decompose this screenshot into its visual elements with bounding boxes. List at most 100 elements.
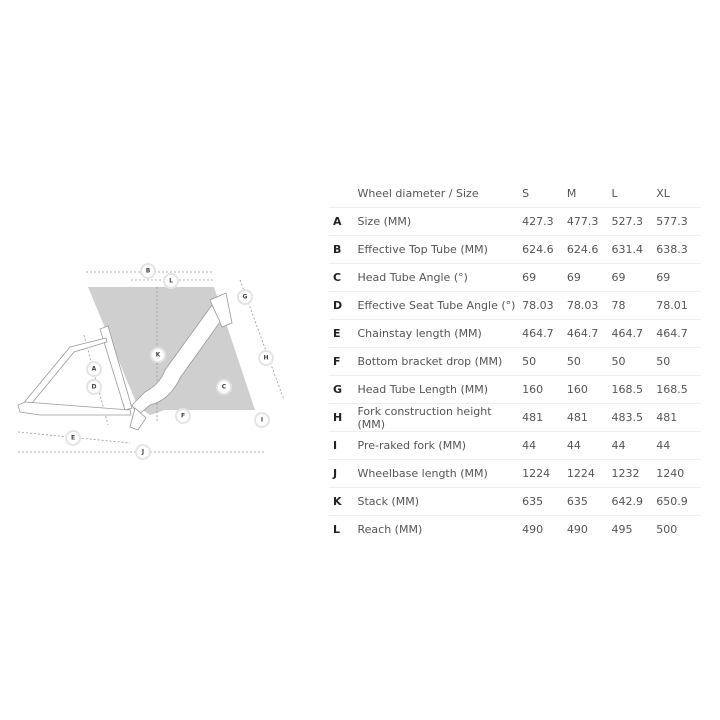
row-label: Head Tube Angle (°) [357, 263, 523, 292]
value-xl: 650.9 [656, 487, 701, 516]
value-s: 1224 [522, 459, 567, 488]
label-K: K [150, 347, 166, 363]
value-m: 477.3 [566, 207, 612, 236]
value-l: 69 [611, 263, 657, 292]
value-s: 427.3 [522, 207, 567, 236]
header-size-m: M [566, 180, 612, 208]
label-A: A [86, 361, 102, 377]
value-l: 495 [611, 523, 633, 536]
value-xl: 577.3 [656, 207, 701, 236]
label-G: G [237, 289, 253, 305]
row-label: Chainstay length (MM) [357, 319, 523, 348]
svg-text:D: D [92, 384, 97, 391]
bike-frame [17, 292, 233, 431]
value-m: 50 [566, 347, 612, 376]
svg-text:G: G [243, 294, 248, 301]
value-xl: 464.7 [656, 319, 701, 348]
header-size-xl: XL [656, 180, 701, 208]
value-s: 160 [522, 375, 567, 404]
value-xl: 638.3 [656, 235, 701, 264]
value-xl: 69 [656, 263, 701, 292]
row-label: Wheelbase length (MM) [357, 459, 523, 488]
value-xl: 44 [656, 431, 701, 460]
row-label: Pre-raked fork (MM) [357, 431, 523, 460]
table-row: L Reach (MM) 490 490 495 500 [329, 516, 701, 544]
value-s: 44 [522, 431, 567, 460]
svg-text:I: I [261, 417, 263, 424]
value-l: 50 [611, 347, 657, 376]
row-letter: L [333, 523, 341, 536]
value-xl: 500 [656, 523, 678, 536]
value-xl: 1240 [656, 459, 701, 488]
value-xl: 50 [656, 347, 701, 376]
value-l: 527.3 [611, 207, 657, 236]
value-l: 1232 [611, 459, 657, 488]
value-s: 464.7 [522, 319, 567, 348]
row-letter: E [329, 319, 358, 348]
svg-text:L: L [169, 278, 173, 285]
table-row: I Pre-raked fork (MM) 44 44 44 44 [329, 431, 701, 460]
value-s: 490 [522, 523, 544, 536]
table-header-row: Wheel diameter / Size S M L XL [329, 180, 701, 208]
label-H: H [258, 350, 274, 366]
label-C: C [216, 379, 232, 395]
frame-geometry-diagram: B L G K H A D C F I E J [17, 263, 285, 460]
row-letter: K [329, 487, 358, 516]
row-letter: A [329, 207, 358, 236]
table-row: K Stack (MM) 635 635 642.9 650.9 [329, 487, 701, 516]
svg-text:C: C [222, 384, 227, 391]
row-label: Stack (MM) [357, 487, 523, 516]
table-row: A Size (MM) 427.3 477.3 527.3 577.3 [329, 207, 701, 236]
value-xl: 78.01 [656, 291, 701, 320]
value-l: 44 [611, 431, 657, 460]
table-row: F Bottom bracket drop (MM) 50 50 50 50 [329, 347, 701, 376]
row-label: Size (MM) [357, 207, 523, 236]
value-m: 481 [566, 403, 612, 432]
row-letter: J [329, 459, 358, 488]
value-m: 490 [566, 523, 588, 536]
header-label: Wheel diameter / Size [357, 180, 523, 208]
value-m: 78.03 [566, 291, 612, 320]
value-m: 635 [566, 487, 612, 516]
table-row: D Effective Seat Tube Angle (°) 78.03 78.03… [329, 291, 701, 320]
value-m: 160 [566, 375, 612, 404]
table-row: B Effective Top Tube (MM) 624.6 624.6 631.4 6… [329, 235, 701, 264]
table-row: G Head Tube Length (MM) 160 160 168.5 168.5 [329, 375, 701, 404]
svg-text:H: H [263, 355, 268, 362]
value-l: 464.7 [611, 319, 657, 348]
row-letter: F [329, 347, 358, 376]
label-J: J [135, 444, 151, 460]
row-label: Reach (MM) [357, 523, 423, 536]
value-s: 624.6 [522, 235, 567, 264]
value-s: 50 [522, 347, 567, 376]
value-m: 464.7 [566, 319, 612, 348]
label-D: D [86, 379, 102, 395]
row-letter: H [329, 403, 358, 432]
value-m: 44 [566, 431, 612, 460]
value-m: 624.6 [566, 235, 612, 264]
value-m: 69 [566, 263, 612, 292]
dimension-labels: B L G K H A D C F I E J [65, 263, 274, 460]
svg-text:B: B [146, 268, 151, 275]
value-s: 78.03 [522, 291, 567, 320]
header-size-s: S [522, 180, 567, 208]
table-row: J Wheelbase length (MM) 1224 1224 1232 1240 [329, 459, 701, 488]
value-s: 635 [522, 487, 567, 516]
row-letter: D [329, 291, 358, 320]
table-row: C Head Tube Angle (°) 69 69 69 69 [329, 263, 701, 292]
value-l: 168.5 [611, 375, 657, 404]
value-l: 78 [611, 291, 657, 320]
row-letter: G [329, 375, 358, 404]
row-letter: B [329, 235, 358, 264]
svg-text:E: E [71, 435, 75, 442]
value-s: 69 [522, 263, 567, 292]
table-row: H Fork construction height (MM) 481 481 483.… [329, 403, 701, 432]
row-letter: C [329, 263, 358, 292]
value-l: 642.9 [611, 487, 657, 516]
svg-text:J: J [141, 449, 144, 456]
value-l: 631.4 [611, 235, 657, 264]
row-letter: I [329, 431, 358, 460]
row-label: Head Tube Length (MM) [357, 375, 523, 404]
label-F: F [175, 408, 191, 424]
row-label: Fork construction height (MM) [357, 403, 523, 432]
